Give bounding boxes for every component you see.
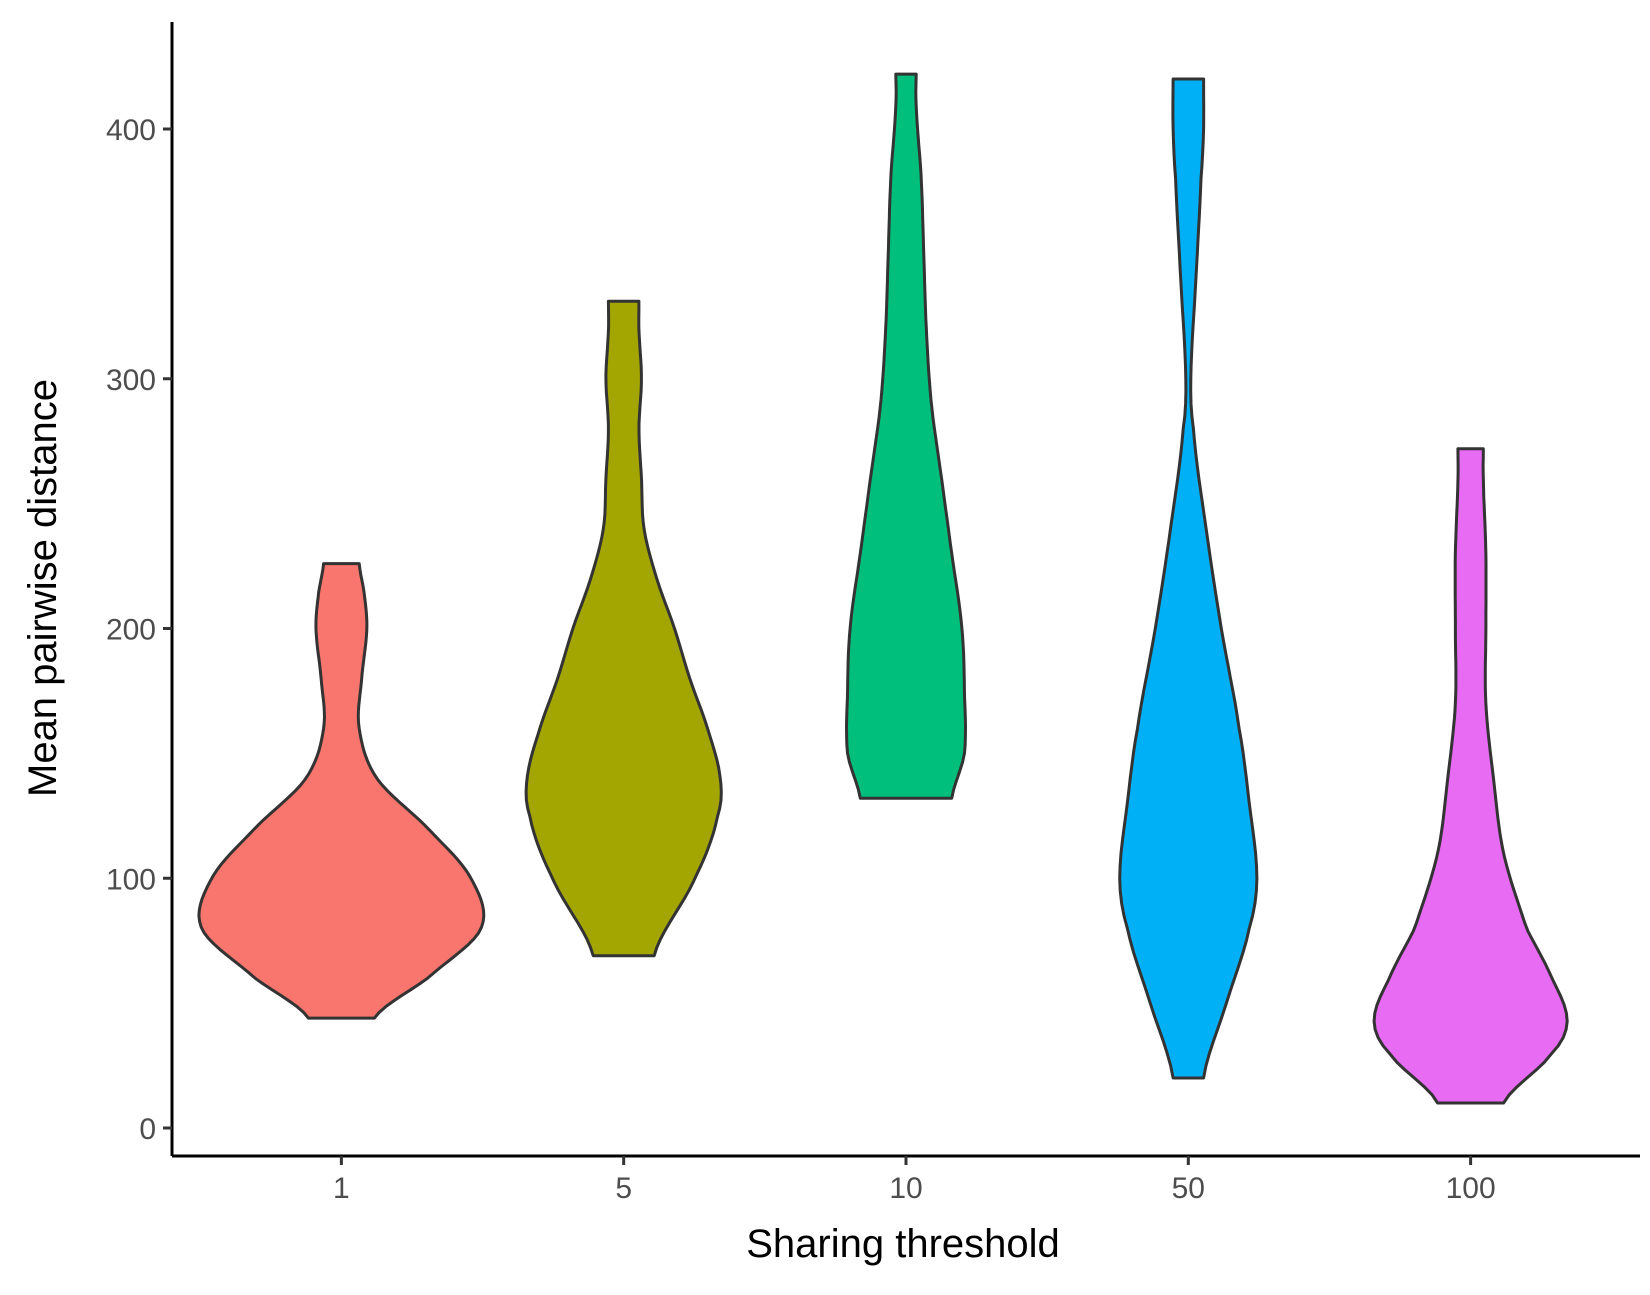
violin-5 <box>524 299 723 958</box>
y-tick-label: 0 <box>139 1113 156 1146</box>
violin-layer <box>197 72 1569 1105</box>
violin-10 <box>845 72 967 800</box>
x-tick-label: 1 <box>333 1172 350 1205</box>
x-axis: 1 5 10 50 100 <box>172 1154 1640 1205</box>
violin-100 <box>1372 447 1569 1105</box>
x-tick-label: 5 <box>615 1172 632 1205</box>
x-tick-label: 50 <box>1172 1172 1205 1205</box>
y-tick-label: 400 <box>106 114 156 147</box>
violin-1 <box>197 562 486 1020</box>
y-axis: 0 100 200 300 400 <box>106 22 174 1156</box>
violin-50 <box>1118 77 1259 1080</box>
x-tick-label: 10 <box>889 1172 922 1205</box>
y-tick-label: 300 <box>106 364 156 397</box>
y-tick-label: 200 <box>106 614 156 647</box>
x-tick-label: 100 <box>1446 1172 1496 1205</box>
x-axis-title: Sharing threshold <box>746 1222 1060 1266</box>
y-axis-title: Mean pairwise distance <box>21 379 65 797</box>
y-tick-label: 100 <box>106 863 156 896</box>
